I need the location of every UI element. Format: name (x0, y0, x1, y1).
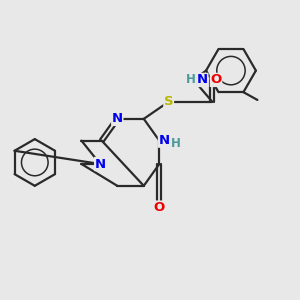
Text: O: O (154, 201, 165, 214)
Text: H: H (186, 73, 196, 86)
Text: H: H (171, 136, 181, 150)
Text: N: N (158, 134, 169, 147)
Text: N: N (197, 74, 208, 86)
Text: O: O (210, 74, 222, 86)
Text: N: N (94, 158, 106, 170)
Text: S: S (164, 95, 173, 108)
Text: N: N (112, 112, 123, 125)
